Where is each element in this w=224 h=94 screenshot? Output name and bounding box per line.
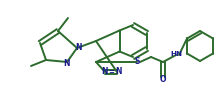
Text: N: N: [115, 67, 121, 77]
Text: N: N: [75, 42, 81, 52]
Text: S: S: [134, 58, 140, 66]
Text: N: N: [63, 58, 69, 67]
Text: O: O: [160, 75, 166, 85]
Text: N: N: [101, 67, 107, 77]
Text: =: =: [108, 69, 114, 75]
Text: HN: HN: [170, 51, 182, 57]
